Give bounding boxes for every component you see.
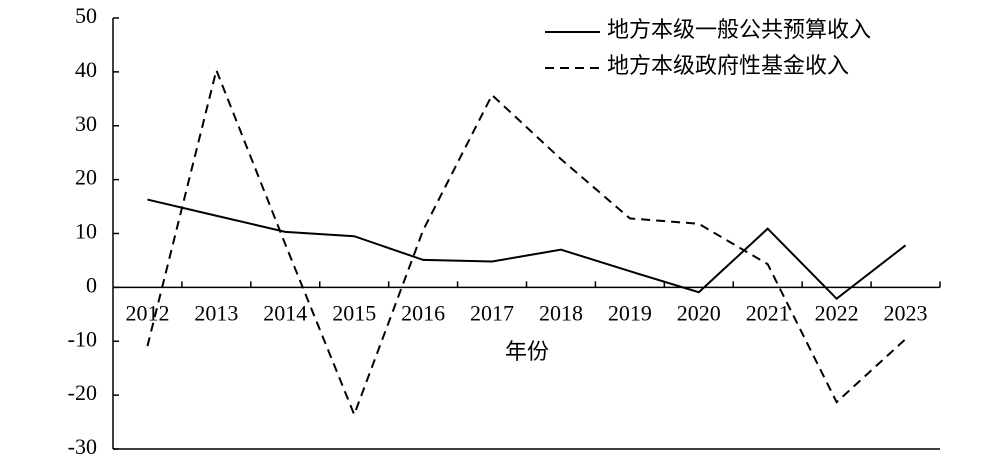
x-tick-label: 2019 <box>608 300 652 325</box>
x-tick-label: 2012 <box>125 300 169 325</box>
line-series <box>146 66 907 418</box>
x-tick-label: 2022 <box>815 300 859 325</box>
y-tick-label: 40 <box>75 57 97 82</box>
line-series <box>147 198 907 301</box>
y-tick-label: 50 <box>75 3 97 28</box>
x-tick-label: 2014 <box>263 300 307 325</box>
x-tick-label: 2023 <box>884 300 928 325</box>
legend-label: 地方本级一般公共预算收入 <box>607 17 871 42</box>
y-tick-label: -10 <box>68 326 97 351</box>
x-tick-label: 2013 <box>194 300 238 325</box>
x-tick-label: 2017 <box>470 300 514 325</box>
y-tick-label: 20 <box>75 165 97 190</box>
x-tick-label: 2021 <box>746 300 790 325</box>
y-tick-label: -30 <box>68 434 97 459</box>
x-tick-label: 2020 <box>677 300 721 325</box>
x-tick-label: 2016 <box>401 300 445 325</box>
legend-label: 地方本级政府性基金收入 <box>607 53 849 78</box>
y-tick-label: 30 <box>75 111 97 136</box>
x-axis-label: 年份 <box>505 339 549 364</box>
x-tick-label: 2015 <box>332 300 376 325</box>
y-tick-label: -20 <box>68 380 97 405</box>
y-tick-label: 0 <box>86 272 97 297</box>
x-tick-label: 2018 <box>539 300 583 325</box>
y-tick-label: 10 <box>75 219 97 244</box>
